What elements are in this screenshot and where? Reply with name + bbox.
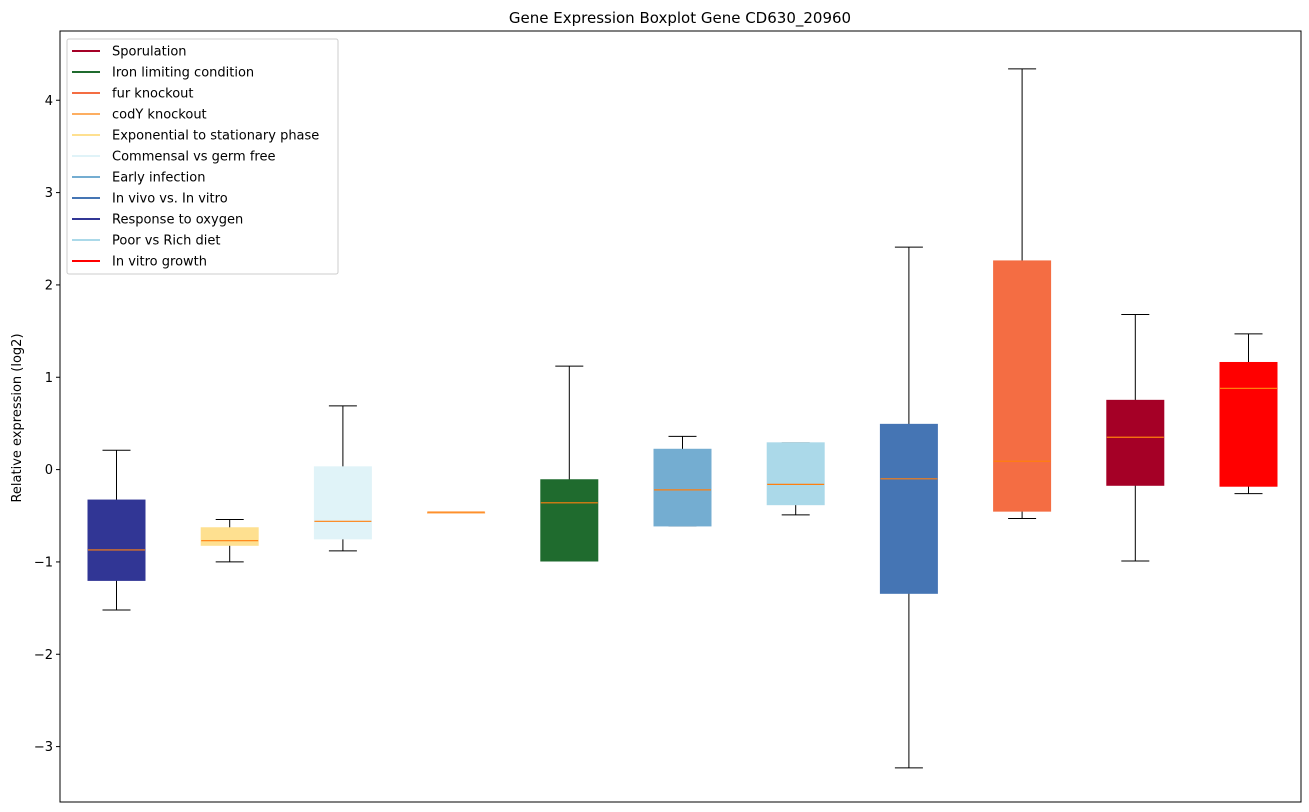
- legend-entry: In vivo vs. In vitro: [72, 192, 228, 207]
- box-group: [200, 518, 259, 563]
- box-group: [1106, 313, 1165, 562]
- legend-label: In vitro growth: [112, 255, 207, 270]
- legend: Sporulation Iron limiting condition fur kn…: [66, 38, 339, 275]
- legend-entry: In vitro growth: [72, 255, 207, 270]
- box-group: [1219, 333, 1278, 495]
- box-body: [87, 499, 146, 581]
- legend-entry: Response to oxygen: [72, 213, 243, 228]
- legend-label: Commensal vs germ free: [112, 150, 275, 165]
- chart-title: Gene Expression Boxplot Gene CD630_20960: [509, 9, 851, 28]
- legend-label: Poor vs Rich diet: [112, 234, 220, 249]
- box-body: [653, 448, 712, 527]
- box-group: [540, 365, 599, 562]
- legend-entry: Exponential to stationary phase: [72, 129, 319, 144]
- boxes-layer: [87, 68, 1278, 769]
- legend-entry: fur knockout: [72, 87, 194, 102]
- legend-entry: Commensal vs germ free: [72, 150, 275, 165]
- legend-label: Iron limiting condition: [112, 66, 254, 81]
- y-tick-label: 3: [45, 186, 53, 201]
- legend-entry: Poor vs Rich diet: [72, 234, 220, 249]
- box-group: [766, 442, 825, 516]
- legend-entry: Iron limiting condition: [72, 66, 254, 81]
- legend-label: Early infection: [112, 171, 205, 186]
- y-tick-label: −3: [34, 740, 53, 755]
- legend-label: Response to oxygen: [112, 213, 243, 228]
- legend-label: codY knockout: [112, 108, 207, 123]
- box-body: [1106, 399, 1165, 486]
- y-tick-label: 2: [45, 278, 53, 293]
- y-axis: −3 −2 −1 0 1 2 3 4: [34, 94, 60, 755]
- legend-entry: codY knockout: [72, 108, 207, 123]
- plot-frame: [59, 30, 1302, 803]
- y-tick-label: −1: [34, 555, 53, 570]
- box-group: [653, 435, 712, 527]
- box-body: [1219, 361, 1278, 487]
- y-axis-label: Relative expression (log2): [10, 333, 25, 502]
- legend-label: Exponential to stationary phase: [112, 129, 319, 144]
- y-tick-label: 4: [45, 94, 53, 109]
- box-body: [313, 466, 372, 540]
- legend-entry: Early infection: [72, 171, 205, 186]
- box-body: [993, 260, 1052, 512]
- legend-label: fur knockout: [112, 87, 194, 102]
- box-group: [87, 449, 146, 611]
- box-body: [879, 423, 938, 594]
- legend-label: Sporulation: [112, 45, 187, 60]
- y-tick-label: −2: [34, 648, 53, 663]
- box-group: [427, 511, 486, 514]
- y-tick-label: 0: [45, 463, 53, 478]
- legend-label: In vivo vs. In vitro: [112, 192, 228, 207]
- legend-entry: Sporulation: [72, 45, 187, 60]
- legend-frame: [66, 38, 339, 275]
- box-body: [540, 479, 599, 562]
- box-body: [200, 527, 259, 546]
- box-body: [766, 442, 825, 506]
- box-group: [879, 246, 938, 769]
- box-group: [313, 405, 372, 552]
- y-tick-label: 1: [45, 371, 53, 386]
- box-group: [993, 68, 1052, 520]
